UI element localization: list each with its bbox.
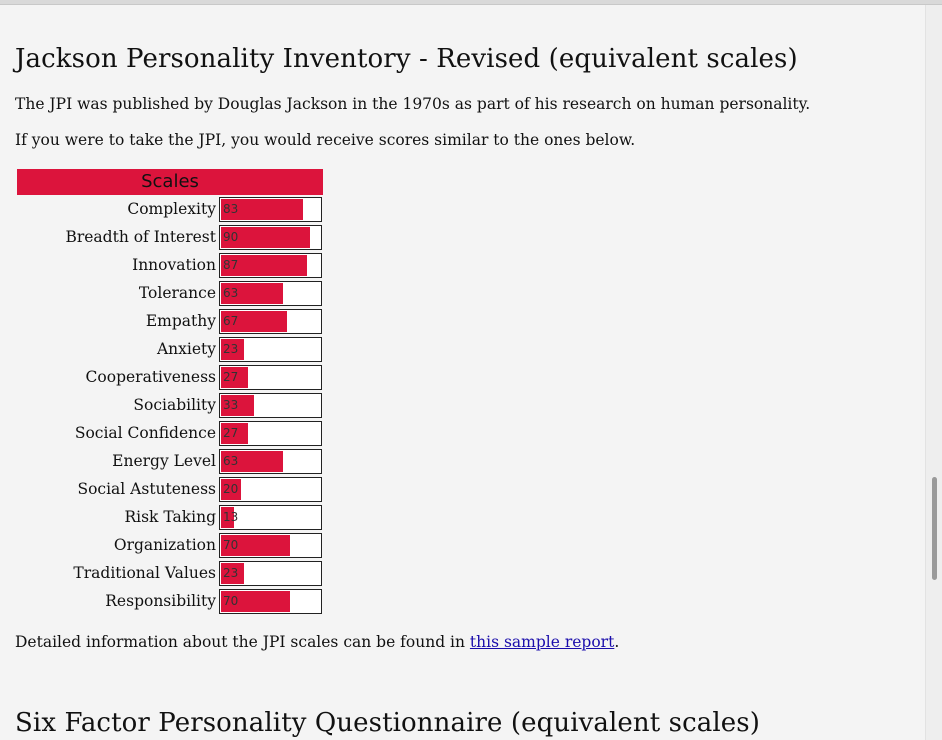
scale-value: 20 — [223, 482, 239, 496]
jpi-detail-text: Detailed information about the JPI scale… — [15, 633, 619, 651]
scale-label: Responsibility — [105, 592, 216, 610]
scale-value: 90 — [223, 230, 239, 244]
scale-row: Risk Taking 13 — [17, 503, 323, 531]
scale-label: Cooperativeness — [85, 368, 216, 386]
scale-value: 70 — [223, 594, 239, 608]
scale-label: Social Confidence — [74, 424, 216, 442]
detail-suffix: . — [614, 633, 620, 651]
scale-label: Traditional Values — [73, 564, 216, 582]
scale-bar: 67 — [219, 309, 322, 334]
scale-value: 63 — [223, 454, 239, 468]
scrollbar-thumb[interactable] — [932, 477, 937, 580]
sample-report-link[interactable]: this sample report — [469, 633, 615, 651]
scale-value: 70 — [223, 538, 239, 552]
jpi-heading: Jackson Personality Inventory - Revised … — [15, 44, 798, 74]
scale-label: Organization — [113, 536, 216, 554]
scale-bar: 90 — [219, 225, 322, 250]
scale-bar-fill — [221, 395, 254, 416]
scale-label: Tolerance — [138, 284, 216, 302]
scale-bar: 27 — [219, 421, 322, 446]
scale-bar: 83 — [219, 197, 322, 222]
scale-row: Organization 70 — [17, 531, 323, 559]
scale-rows: Complexity 83 Breadth of Interest 90 Innovat… — [17, 195, 323, 615]
scale-label: Social Astuteness — [77, 480, 216, 498]
scale-value: 13 — [223, 510, 239, 524]
scale-value: 67 — [223, 314, 239, 328]
sixfactor-heading: Six Factor Personality Questionnaire (eq… — [15, 708, 760, 738]
scale-row: Innovation 87 — [17, 251, 323, 279]
scale-row: Complexity 83 — [17, 195, 323, 223]
scale-row: Breadth of Interest 90 — [17, 223, 323, 251]
scale-bar-fill — [221, 423, 248, 444]
scale-value: 27 — [223, 370, 239, 384]
scale-row: Anxiety 23 — [17, 335, 323, 363]
detail-prefix: Detailed information about the JPI scale… — [15, 633, 470, 651]
browser-top-edge — [0, 0, 942, 5]
scale-value: 87 — [223, 258, 239, 272]
scale-row: Sociability 33 — [17, 391, 323, 419]
scale-row: Traditional Values 23 — [17, 559, 323, 587]
scale-bar-fill — [221, 199, 304, 220]
scale-bar-fill — [221, 479, 241, 500]
jpi-intro: The JPI was published by Douglas Jackson… — [15, 95, 811, 113]
scale-label: Empathy — [145, 312, 216, 330]
scale-row: Tolerance 63 — [17, 279, 323, 307]
scale-row: Social Astuteness 20 — [17, 475, 323, 503]
scale-bar: 70 — [219, 589, 322, 614]
vertical-scrollbar[interactable] — [925, 5, 942, 740]
scale-row: Responsibility 70 — [17, 587, 323, 615]
scale-bar-fill — [221, 367, 248, 388]
scale-label: Sociability — [133, 396, 216, 414]
scale-bar-fill — [221, 227, 311, 248]
scale-value: 83 — [223, 202, 239, 216]
scale-bar-fill — [221, 311, 288, 332]
scale-bar-fill — [221, 283, 284, 304]
scale-label: Anxiety — [156, 340, 216, 358]
scale-bar-fill — [221, 339, 244, 360]
scale-bar: 33 — [219, 393, 322, 418]
scale-label: Complexity — [127, 200, 216, 218]
scales-table: Scales Complexity 83 Breadth of Interest 90… — [17, 169, 323, 615]
scale-bar-fill — [221, 451, 284, 472]
scale-row: Empathy 67 — [17, 307, 323, 335]
scale-label: Innovation — [132, 256, 216, 274]
scale-bar: 23 — [219, 337, 322, 362]
scale-bar: 13 — [219, 505, 322, 530]
jpi-scores-intro: If you were to take the JPI, you would r… — [15, 131, 636, 149]
scale-bar-fill — [221, 535, 291, 556]
scale-label: Energy Level — [112, 452, 216, 470]
scale-label: Risk Taking — [124, 508, 216, 526]
scale-bar: 70 — [219, 533, 322, 558]
scale-bar: 63 — [219, 449, 322, 474]
scale-bar: 23 — [219, 561, 322, 586]
scale-row: Energy Level 63 — [17, 447, 323, 475]
scale-value: 33 — [223, 398, 239, 412]
scale-bar-fill — [221, 563, 244, 584]
scale-bar: 63 — [219, 281, 322, 306]
scale-value: 27 — [223, 426, 239, 440]
scale-value: 23 — [223, 566, 239, 580]
scale-bar-fill — [221, 591, 291, 612]
scale-row: Social Confidence 27 — [17, 419, 323, 447]
scale-bar: 20 — [219, 477, 322, 502]
scale-value: 23 — [223, 342, 239, 356]
scale-row: Cooperativeness 27 — [17, 363, 323, 391]
scale-bar: 87 — [219, 253, 322, 278]
scale-label: Breadth of Interest — [65, 228, 216, 246]
scales-header: Scales — [17, 169, 323, 195]
scale-value: 63 — [223, 286, 239, 300]
scale-bar-fill — [221, 255, 308, 276]
scale-bar: 27 — [219, 365, 322, 390]
scale-bar-fill — [221, 507, 234, 528]
